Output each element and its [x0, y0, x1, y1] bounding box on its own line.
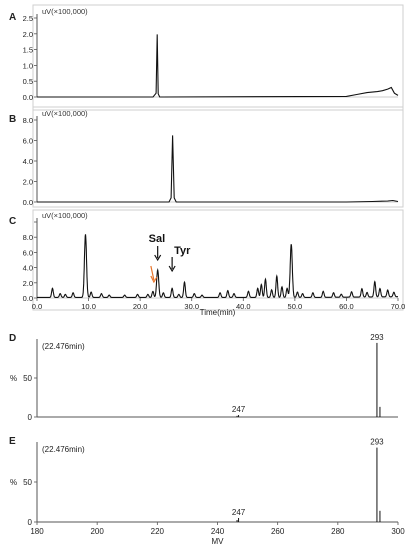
- panel-c-ytick-label: 4.0: [23, 264, 33, 273]
- panel-b-ytick-label: 2.0: [23, 178, 33, 187]
- panel-e-peak-label-247: 247: [232, 508, 246, 517]
- panel-e-xtick-label: 300: [391, 527, 405, 536]
- panel-e-xlabel: MV: [212, 537, 225, 546]
- panel-c-xtick-label: 0.0: [32, 302, 42, 311]
- panel-a-trace: [37, 34, 399, 98]
- panel-b-label: B: [9, 114, 16, 125]
- panel-c-trace: [37, 234, 398, 298]
- panel-b-unit-label: uV(×100,000): [42, 109, 88, 118]
- panel-c-ytick-label: 6.0: [23, 248, 33, 257]
- panel-d-label: D: [9, 333, 16, 344]
- panel-e-peak-label-293: 293: [370, 438, 384, 447]
- panel-e-xtick-label: 180: [30, 527, 44, 536]
- panel-d-note: (22.476min): [42, 342, 85, 351]
- panel-a-ytick-label: 0.0: [23, 93, 33, 102]
- annotation-orange-arrow: [150, 265, 155, 281]
- panel-c-xtick-label: 50.0: [288, 302, 303, 311]
- annotation-orange-arrowhead: [150, 275, 158, 284]
- panel-c-xtick-label: 20.0: [133, 302, 148, 311]
- panel-b-ytick-label: 0.0: [23, 198, 33, 207]
- panel-c-xtick-label: 10.0: [81, 302, 96, 311]
- panel-c-label: C: [9, 216, 16, 227]
- panel-e-ytick-label: 0: [28, 518, 33, 527]
- panel-b-ytick-label: 6.0: [23, 137, 33, 146]
- panel-a-unit-label: uV(×100,000): [42, 7, 88, 16]
- panel-e-xtick-label: 280: [331, 527, 345, 536]
- panel-d-peak-label-293: 293: [370, 333, 384, 342]
- panel-c-xtick-label: 60.0: [339, 302, 354, 311]
- panel-c-xtick-label: 30.0: [184, 302, 199, 311]
- panel-a-ytick-label: 2.5: [23, 14, 33, 23]
- panel-c-frame: [32, 209, 404, 311]
- panel-e-ylabel: %: [10, 478, 17, 487]
- panel-a-label: A: [9, 12, 16, 23]
- panel-b-ytick-label: 8.0: [23, 116, 33, 125]
- panel-a-ytick-label: 2.0: [23, 30, 33, 39]
- panel-e-xtick-label: 260: [271, 527, 285, 536]
- panel-b-trace: [37, 135, 399, 203]
- panel-c-ytick-label: 0.0: [23, 294, 33, 303]
- panel-c-xtick-label: 70.0: [391, 302, 406, 311]
- panel-c-ytick-label: 2.0: [23, 279, 33, 288]
- panel-e-xtick-label: 240: [211, 527, 225, 536]
- panel-e-note: (22.476min): [42, 445, 85, 454]
- panel-a-ytick-label: 0.5: [23, 77, 33, 86]
- panel-e-ytick-label: 50: [23, 478, 32, 487]
- panel-d-ylabel: %: [10, 374, 17, 383]
- panel-d-ytick-label: 50: [23, 374, 32, 383]
- annotation-sal: Sal: [149, 233, 166, 245]
- panel-c-xtick-label: 40.0: [236, 302, 251, 311]
- panel-d-ytick-label: 0: [28, 413, 33, 422]
- panel-c-unit-label: uV(×100,000): [42, 211, 88, 220]
- panel-e-label: E: [9, 436, 16, 447]
- panel-a-ytick-label: 1.0: [23, 61, 33, 70]
- panel-a-ytick-label: 1.5: [23, 46, 33, 55]
- annotation-tyr: Tyr: [174, 245, 191, 257]
- panel-c-ytick-label: 8.0: [23, 233, 33, 242]
- panel-c-xlabel: Time(min): [200, 308, 236, 317]
- annotation-sal-arrowhead: [154, 254, 162, 262]
- panel-e-xtick-label: 220: [151, 527, 165, 536]
- panel-b-frame: [32, 106, 404, 208]
- panel-d-peak-label-247: 247: [232, 405, 246, 414]
- panel-e-xtick-label: 200: [90, 527, 104, 536]
- annotation-tyr-arrowhead: [168, 265, 176, 273]
- panel-a-frame: [32, 4, 404, 111]
- panel-b-ytick-label: 4.0: [23, 157, 33, 166]
